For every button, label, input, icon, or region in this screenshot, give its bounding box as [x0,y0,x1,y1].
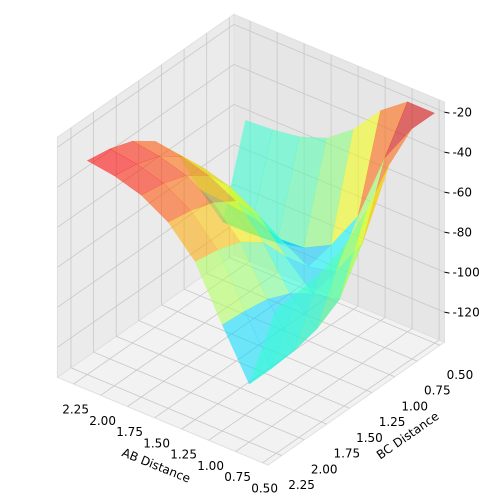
z-tick [444,311,450,314]
z-tick-label: -100 [452,266,479,280]
y-tick-label: 1.00 [401,399,428,413]
z-tick [444,231,450,234]
surface [86,101,436,385]
x-tick-label: 1.75 [116,425,143,439]
z-tick-label: -40 [452,146,472,160]
x-tick-label: 1.50 [143,436,170,450]
z-tick-label: -60 [452,186,472,200]
y-grid-line [93,112,305,441]
x-tick-label: 0.50 [251,481,278,495]
x-tick-label: 0.75 [224,470,251,484]
surface-patch [248,290,300,385]
y-tick-label: 2.00 [311,462,338,476]
y-tick-label: 1.25 [379,415,406,429]
y-tick-label: 1.50 [356,431,383,445]
y-grid-line [161,64,373,393]
x-tick-label: 2.00 [89,414,116,428]
y-tick-label: 1.75 [333,447,360,461]
z-tick-label: -120 [452,306,479,320]
y-tick-label: 0.50 [447,368,474,382]
z-tick [444,191,450,194]
x-tick-label: 1.00 [197,459,224,473]
y-tick-label: 0.75 [424,384,451,398]
z-tick-label: -20 [452,106,472,120]
y-grid-line [70,127,282,456]
y-tick-label: 2.25 [288,478,315,492]
z-tick [444,271,450,274]
labels: -120-100-80-60-40-202.252.001.751.501.25… [62,106,479,496]
z-tick-label: -80 [452,226,472,240]
y-grid-line [183,49,395,378]
z-tick [444,151,450,154]
x-tick-label: 2.25 [62,403,89,417]
x-tick-label: 1.25 [170,448,197,462]
z-tick [444,111,450,114]
